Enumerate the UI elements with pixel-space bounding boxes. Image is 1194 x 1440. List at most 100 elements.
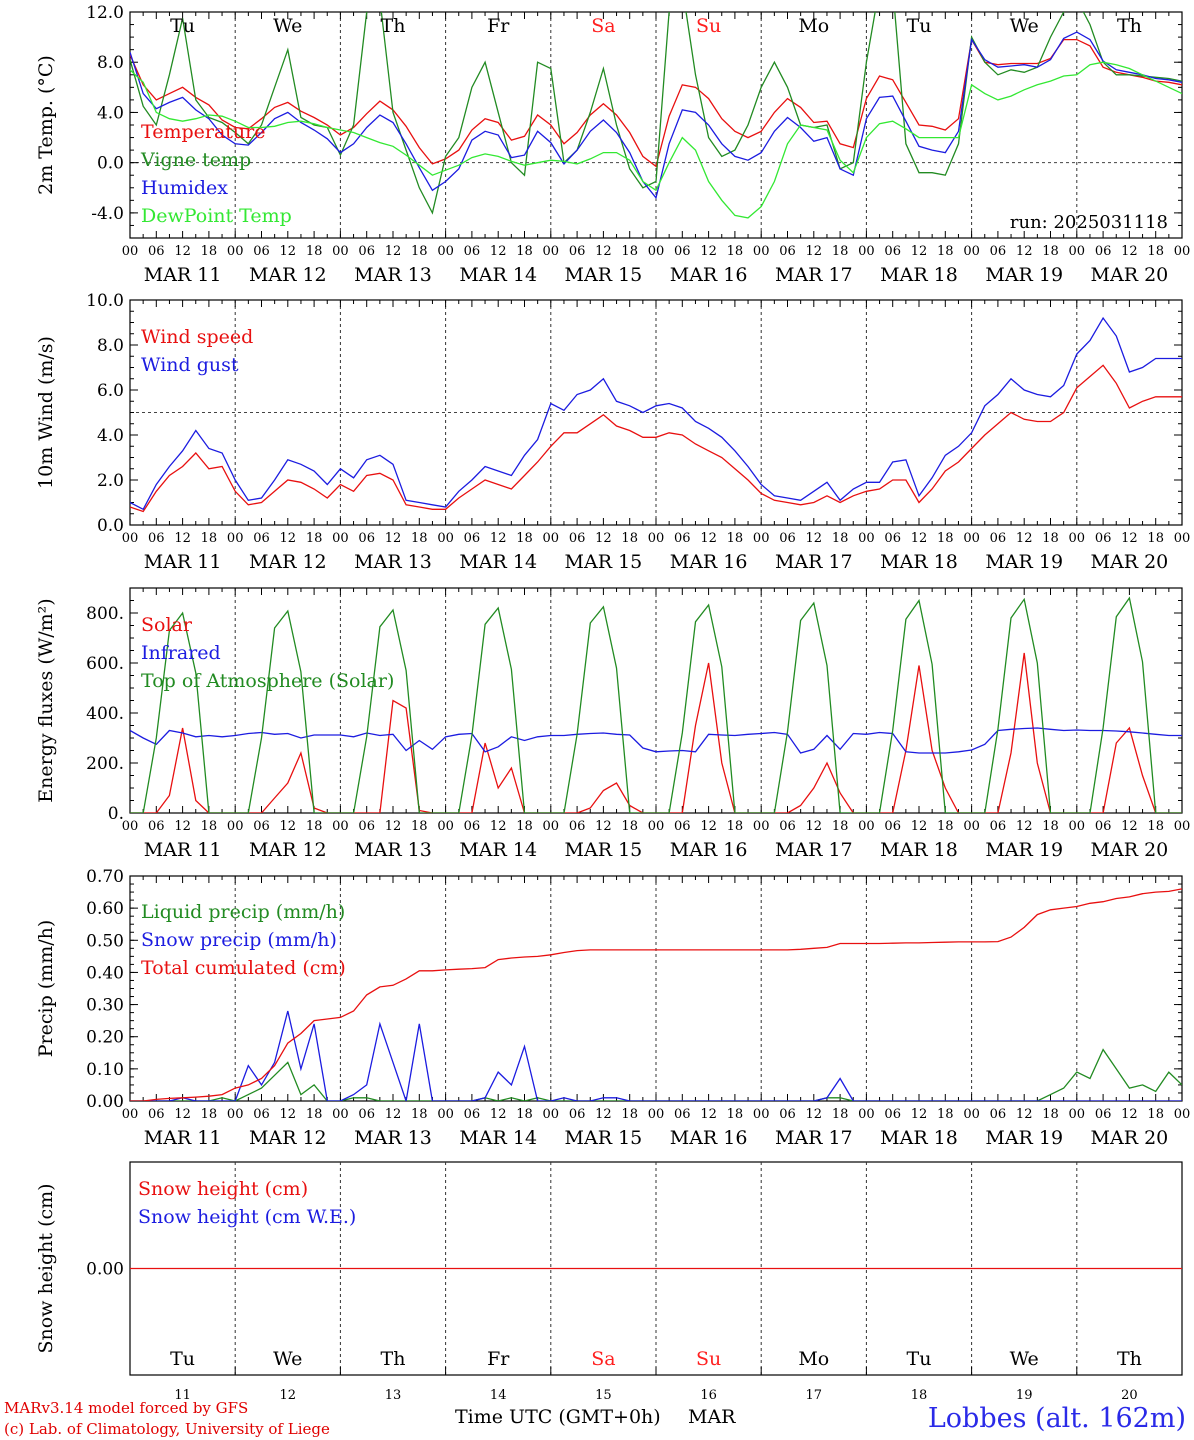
date-label: MAR 15: [565, 839, 643, 861]
hour-tick-label: 00: [543, 1107, 560, 1122]
hour-tick-label: 06: [358, 244, 375, 259]
hour-tick-label: 00: [1174, 1107, 1191, 1122]
hour-tick-label: 00: [543, 819, 560, 834]
y-tick-label: 200.: [86, 754, 124, 774]
day-name-top: Tu: [170, 15, 195, 37]
series-line: [130, 652, 1182, 813]
hour-tick-label: 12: [174, 1107, 191, 1122]
day-number: 13: [385, 1388, 402, 1403]
y-tick-label: 4.0: [97, 426, 124, 446]
day-number: 20: [1121, 1388, 1138, 1403]
hour-tick-label: 06: [148, 819, 165, 834]
hour-tick-label: 00: [122, 244, 139, 259]
hour-tick-label: 06: [779, 819, 796, 834]
hour-tick-label: 12: [595, 819, 612, 834]
hour-tick-label: 06: [358, 819, 375, 834]
hour-tick-label: 18: [411, 244, 428, 259]
hour-tick-label: 12: [595, 244, 612, 259]
hour-tick-label: 06: [358, 1107, 375, 1122]
day-name-top: Mo: [798, 15, 829, 37]
y-tick-label: 0.: [108, 804, 124, 824]
date-label: MAR 17: [775, 264, 853, 286]
day-number: 17: [806, 1388, 823, 1403]
hour-tick-label: 06: [674, 819, 691, 834]
hour-tick-label: 00: [753, 531, 770, 546]
series-line: [130, 316, 1182, 511]
hour-tick-label: 18: [937, 819, 954, 834]
hour-tick-label: 18: [516, 819, 533, 834]
hour-tick-label: 00: [437, 819, 454, 834]
date-label: MAR 12: [249, 264, 327, 286]
legend-entry: Liquid precip (mm/h): [141, 901, 345, 923]
day-name-bottom: Fr: [487, 1348, 510, 1370]
series-line: [130, 596, 1182, 813]
x-axis-label: Time UTC (GMT+0h): [455, 1406, 661, 1428]
date-label: MAR 17: [775, 839, 853, 861]
date-label: MAR 13: [354, 264, 432, 286]
date-label: MAR 14: [459, 551, 537, 573]
hour-tick-label: 18: [411, 531, 428, 546]
y-tick-label: 2.0: [97, 471, 124, 491]
hour-tick-label: 12: [490, 244, 507, 259]
hour-tick-label: 06: [253, 819, 270, 834]
day-number: 18: [911, 1388, 928, 1403]
date-label: MAR 18: [880, 264, 958, 286]
hour-tick-label: 06: [569, 1107, 586, 1122]
hour-tick-label: 00: [858, 1107, 875, 1122]
legend-entry: Total cumulated (cm): [141, 957, 346, 979]
hour-tick-label: 00: [1174, 819, 1191, 834]
hour-tick-label: 12: [280, 1107, 297, 1122]
date-label: MAR 20: [1091, 839, 1169, 861]
date-label: MAR 11: [144, 839, 222, 861]
hour-tick-label: 12: [490, 1107, 507, 1122]
hour-tick-label: 00: [437, 1107, 454, 1122]
hour-tick-label: 12: [1016, 531, 1033, 546]
date-label: MAR 20: [1091, 264, 1169, 286]
hour-tick-label: 00: [332, 819, 349, 834]
y-tick-label: 8.0: [97, 336, 124, 356]
series-line: [130, 727, 1182, 754]
hour-tick-label: 12: [280, 244, 297, 259]
hour-tick-label: 00: [332, 1107, 349, 1122]
legend-entry: Wind speed: [141, 326, 253, 348]
legend-entry: Infrared: [141, 642, 221, 664]
series-line: [130, 12, 1182, 215]
hour-tick-label: 00: [227, 819, 244, 834]
hour-tick-label: 06: [884, 531, 901, 546]
hour-tick-label: 12: [911, 531, 928, 546]
hour-tick-label: 18: [832, 244, 849, 259]
y-tick-label: 0.10: [86, 1060, 124, 1080]
date-label: MAR 17: [775, 551, 853, 573]
hour-tick-label: 00: [858, 244, 875, 259]
hour-tick-label: 12: [911, 819, 928, 834]
hour-tick-label: 12: [1121, 1107, 1138, 1122]
day-name-top: Th: [1117, 15, 1142, 37]
hour-tick-label: 18: [1042, 1107, 1059, 1122]
day-number: 14: [490, 1388, 507, 1403]
hour-tick-label: 18: [727, 1107, 744, 1122]
hour-tick-label: 00: [332, 531, 349, 546]
hour-tick-label: 18: [727, 244, 744, 259]
hour-tick-label: 18: [516, 244, 533, 259]
hour-tick-label: 00: [437, 244, 454, 259]
hour-tick-label: 18: [1042, 244, 1059, 259]
hour-tick-label: 18: [621, 531, 638, 546]
hour-tick-label: 00: [437, 531, 454, 546]
legend-entry: Snow height (cm W.E.): [138, 1206, 356, 1228]
hour-tick-label: 00: [858, 531, 875, 546]
hour-tick-label: 00: [1069, 531, 1086, 546]
date-label: MAR 11: [144, 551, 222, 573]
hour-tick-label: 00: [543, 531, 560, 546]
hour-tick-label: 06: [674, 1107, 691, 1122]
hour-tick-label: 12: [911, 1107, 928, 1122]
hour-tick-label: 06: [674, 531, 691, 546]
date-label: MAR 16: [670, 839, 748, 861]
date-label: MAR 19: [985, 839, 1063, 861]
hour-tick-label: 06: [569, 819, 586, 834]
y-tick-label: 600.: [86, 654, 124, 674]
hour-tick-label: 00: [648, 819, 665, 834]
date-label: MAR 16: [670, 1127, 748, 1149]
hour-tick-label: 06: [253, 244, 270, 259]
hour-tick-label: 06: [464, 531, 481, 546]
date-label: MAR 13: [354, 839, 432, 861]
